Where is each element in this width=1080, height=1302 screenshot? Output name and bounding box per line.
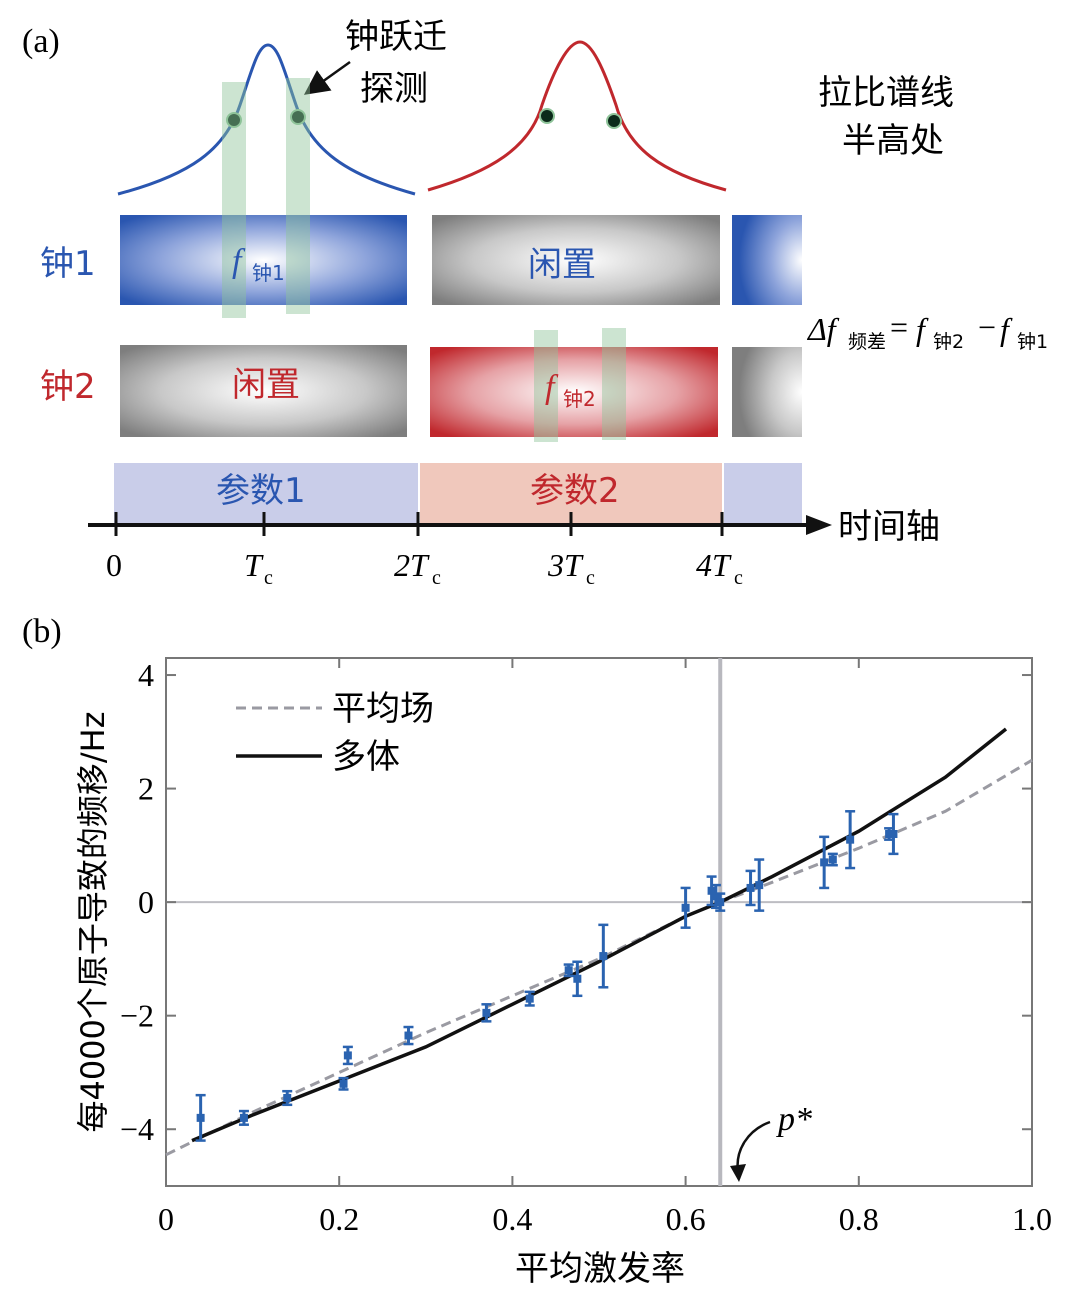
probe-label-line1: 钟跃迁 — [345, 17, 447, 57]
time-tick-4: 4T — [696, 547, 732, 583]
data-point — [599, 952, 608, 961]
x-tick-label: 1.0 — [1012, 1201, 1052, 1237]
delta-f-symbol: Δf — [806, 311, 840, 347]
probe-point — [539, 108, 555, 124]
data-point — [716, 898, 725, 907]
data-point — [564, 966, 573, 975]
probe-window — [534, 330, 558, 442]
time-tick-3: 3T — [547, 547, 584, 583]
clock2-next-bar — [732, 347, 802, 437]
probe-arrow — [303, 60, 351, 95]
f-clock2-subscript: 钟2 — [563, 387, 596, 411]
x-tick-label: 0.6 — [666, 1201, 706, 1237]
panel-b-label: (b) — [22, 613, 62, 650]
clock1-interrogation-bar — [120, 215, 407, 305]
data-point — [525, 994, 534, 1003]
data-point — [482, 1008, 491, 1017]
mean-field-line — [165, 758, 1033, 1157]
rabi-label-line1: 拉比谱线 — [818, 73, 954, 113]
clock2-lineshape — [427, 40, 727, 192]
data-point — [820, 858, 829, 867]
data-point — [889, 830, 898, 838]
clock2-label: 钟2 — [40, 367, 96, 407]
x-tick-label: 0.2 — [319, 1201, 359, 1237]
time-axis-label: 时间轴 — [838, 507, 940, 547]
data-point — [746, 883, 755, 892]
eq-f-clock1-symbol: f — [1000, 311, 1013, 347]
data-point — [196, 1113, 205, 1122]
data-point — [239, 1113, 248, 1122]
eq-f-clock2-subscript: 钟2 — [933, 331, 964, 353]
data-point — [339, 1079, 348, 1088]
time-tick-0: 0 — [106, 547, 122, 583]
f-clock1-subscript: 钟1 — [252, 261, 285, 285]
clock2-interrogation-bar — [430, 347, 718, 437]
data-point — [755, 881, 764, 890]
param1-bar — [114, 463, 418, 525]
probe-window — [222, 82, 246, 318]
legend-many-body-label: 多体 — [332, 737, 400, 777]
clock1-idle-bar — [432, 215, 720, 305]
time-axis-arrow — [806, 515, 832, 535]
probe-point — [226, 112, 242, 128]
panel-a: (a) 钟跃迁 探测 拉比谱线 半高处 钟1 钟2 闲置 闲置 f — [22, 17, 1048, 589]
y-axis-label: 每4000个原子导致的频移/Hz — [74, 711, 112, 1132]
plot-frame — [165, 657, 1033, 1187]
param1-next-bar — [724, 463, 802, 525]
clock1-lineshape — [117, 43, 416, 196]
data-point — [343, 1051, 352, 1060]
clock2-idle-bar — [120, 345, 407, 437]
time-tick-3-sub: c — [586, 567, 595, 589]
x-axis-label: 平均激发率 — [515, 1249, 685, 1289]
eq-f-clock1-subscript: 钟1 — [1017, 331, 1048, 353]
data-point — [283, 1094, 292, 1102]
time-tick-2-sub: c — [432, 567, 441, 589]
x-tick-label: 0 — [158, 1201, 174, 1237]
y-tick-label: −2 — [120, 998, 154, 1034]
equation-equals: = — [890, 309, 908, 345]
data-point — [846, 835, 855, 844]
y-tick-label: −4 — [120, 1111, 154, 1147]
many-body-line — [191, 727, 1008, 1143]
p-star-arrowhead — [730, 1164, 746, 1182]
time-tick-2: 2T — [394, 547, 430, 583]
p-star-label: p* — [776, 1101, 812, 1138]
probe-label-line2: 探测 — [360, 69, 428, 109]
time-tick-1: T — [244, 547, 264, 583]
panel-a-label: (a) — [22, 23, 60, 60]
probe-point — [606, 113, 622, 129]
x-tick-label: 0.4 — [492, 1201, 532, 1237]
param2-label: 参数2 — [530, 471, 620, 511]
time-tick-4-sub: c — [734, 567, 743, 589]
rabi-label-line2: 半高处 — [842, 121, 944, 161]
data-point — [707, 886, 716, 895]
probe-window — [286, 78, 310, 314]
data-point — [404, 1031, 413, 1040]
time-ticks — [114, 512, 724, 536]
time-tick-1-sub: c — [264, 567, 273, 589]
param1-label: 参数1 — [216, 471, 306, 511]
data-point — [885, 830, 894, 838]
y-tick-label: 2 — [138, 771, 154, 807]
clock1-idle-label: 闲置 — [528, 245, 596, 285]
probe-point — [290, 109, 306, 125]
data-point — [828, 855, 837, 864]
probe-window — [602, 328, 626, 440]
clock1-next-bar — [732, 215, 802, 305]
data-point — [681, 903, 690, 912]
clock2-idle-label: 闲置 — [232, 365, 300, 405]
x-tick-label: 0.8 — [839, 1201, 879, 1237]
clock1-label: 钟1 — [40, 244, 96, 284]
y-tick-label: 4 — [138, 657, 154, 693]
delta-f-subscript: 频差 — [848, 331, 886, 353]
data-point — [573, 974, 582, 983]
data-point — [711, 892, 720, 901]
legend-mean-field-label: 平均场 — [332, 689, 434, 729]
equation-minus: − — [978, 309, 996, 345]
y-tick-label: 0 — [138, 884, 154, 920]
eq-f-clock2-symbol: f — [916, 311, 929, 347]
